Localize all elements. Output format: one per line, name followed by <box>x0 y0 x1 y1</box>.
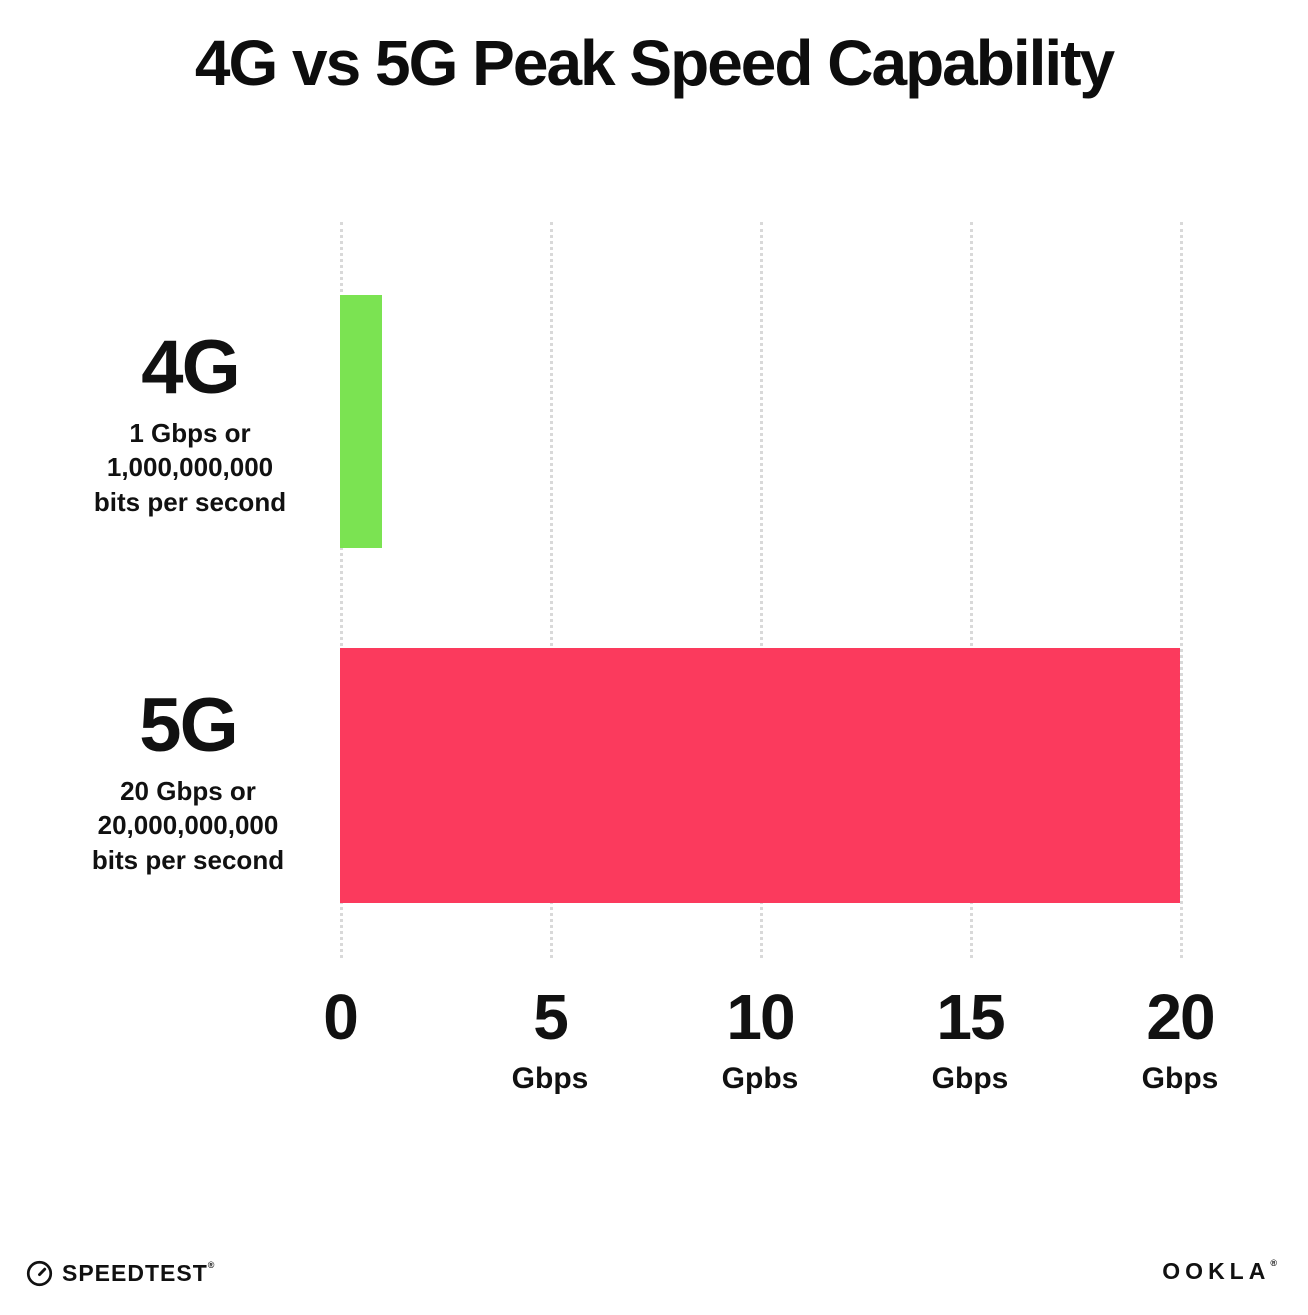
bar-4g <box>340 295 382 548</box>
category-title: 5G <box>139 683 238 768</box>
subtitle-line: 1,000,000,000 <box>106 452 274 483</box>
subtitle-line: 20 Gbps or <box>120 776 256 806</box>
chart-title: 4G vs 5G Peak Speed Capability <box>194 27 1115 99</box>
subtitle-line: bits per second <box>91 844 285 875</box>
x-axis: 0 5 Gbps 10 Gpbs 15 Gbps 20 Gbps <box>323 980 1218 1110</box>
gridline <box>340 222 343 958</box>
speedtest-gauge-icon <box>26 1260 53 1287</box>
subtitle-line: bits per second <box>93 486 287 517</box>
x-tick-10: 10 Gpbs <box>722 980 799 1096</box>
ookla-logo: OOKLA® <box>1162 1258 1282 1285</box>
x-tick-unit: Gbps <box>931 1062 1009 1095</box>
category-subtitle: 1 Gbps or 1,000,000,000 bits per second <box>60 416 320 519</box>
x-tick-20: 20 Gbps <box>1142 980 1219 1096</box>
speedtest-wordmark: SPEEDTEST® <box>62 1260 216 1286</box>
x-tick-value: 10 <box>726 981 795 1053</box>
gridline <box>760 222 763 958</box>
x-tick-value: 5 <box>533 981 569 1053</box>
registered-mark: ® <box>1270 1258 1282 1268</box>
category-label-5g: 5G 20 Gbps or 20,000,000,000 bits per se… <box>48 688 328 877</box>
subtitle-line: 1 Gbps or <box>129 418 251 448</box>
gridline <box>550 222 553 958</box>
x-tick-5: 5 Gbps <box>512 980 589 1096</box>
x-tick-15: 15 Gbps <box>932 980 1009 1096</box>
subtitle-line: 20,000,000,000 <box>97 810 279 841</box>
x-tick-unit: Gbps <box>1141 1062 1219 1095</box>
plot-area <box>340 222 1183 958</box>
speedtest-logo: SPEEDTEST® <box>26 1260 215 1287</box>
x-tick-0: 0 <box>323 980 359 1054</box>
category-subtitle: 20 Gbps or 20,000,000,000 bits per secon… <box>48 774 328 877</box>
x-tick-value: 20 <box>1146 981 1215 1053</box>
x-tick-unit: Gpbs <box>721 1062 799 1095</box>
registered-mark: ® <box>207 1260 216 1270</box>
x-tick-value: 15 <box>936 981 1005 1053</box>
ookla-wordmark: OOKLA <box>1162 1258 1271 1284</box>
x-tick-unit: Gbps <box>511 1062 589 1095</box>
x-tick-value: 0 <box>323 981 359 1053</box>
gridline <box>970 222 973 958</box>
category-title: 4G <box>141 325 240 410</box>
gridline <box>1180 222 1183 958</box>
category-label-4g: 4G 1 Gbps or 1,000,000,000 bits per seco… <box>60 330 320 519</box>
bar-5g <box>340 648 1180 903</box>
